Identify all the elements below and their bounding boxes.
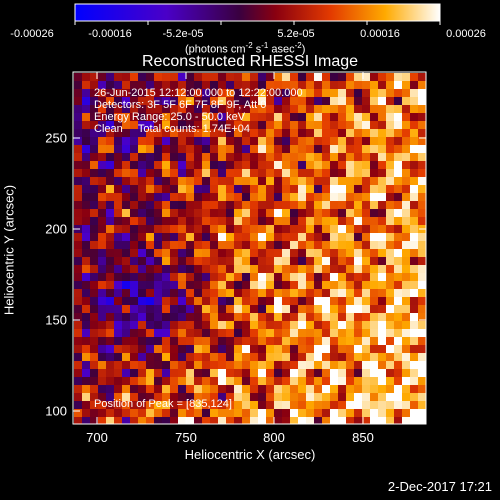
y-tick-label: 250 [45,130,67,146]
colorbar-tick-label: 0.00026 [446,28,486,40]
clean-counts-text: Clean Total counts: 1.74E+04 [94,123,251,135]
plot-frame [72,71,427,425]
footer-date: 2-Dec-2017 17:21 [387,479,492,494]
axis-ticks [73,72,426,424]
y-axis-label: Heliocentric Y (arcsec) [1,184,17,316]
x-tick-label: 850 [352,430,374,445]
colorbar-tick-label: -5.2e-05 [162,28,204,40]
x-axis-label: Heliocentric X (arcsec) [184,447,316,462]
y-tick-label: 200 [45,221,67,237]
x-tick-label: 750 [175,430,197,445]
y-tick-label: 100 [45,403,67,419]
colorbar [74,3,441,25]
image-pixels [74,73,426,424]
peak-position-text: Position of Peak = [835,124] [94,398,232,410]
x-tick-label: 700 [86,430,108,445]
time-range-text: 26-Jun-2015 12:12:00.000 to 12:22:00.000 [94,87,303,99]
colorbar-tick-label: 5.2e-05 [277,28,315,40]
x-tick-label: 800 [263,430,285,445]
colorbar-tick-label: -0.00016 [88,28,132,40]
energy-range-text: Energy Range: 25.0 - 50.0 keV [94,111,246,123]
plot-title: Reconstructed RHESSI Image [141,53,359,70]
colorbar-gradient [74,3,441,22]
colorbar-tick-label: 0.00016 [360,28,400,40]
detectors-text: Detectors: 3F 5F 6F 7F 8F 9F, Att 0 [94,99,267,111]
y-tick-label: 150 [45,312,67,328]
colorbar-units: (photons cm-2 s-1 asec-2) [185,41,306,56]
colorbar-tick-label: -0.00026 [10,28,54,40]
